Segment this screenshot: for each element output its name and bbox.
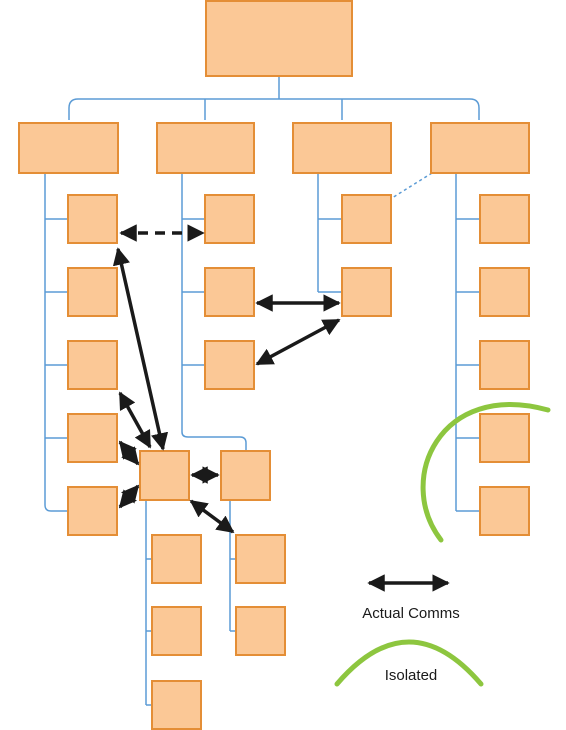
col1-branches	[45, 218, 68, 439]
col1-connector	[44, 173, 68, 512]
col1-staff-3-box	[67, 340, 118, 390]
col4-staff-3-box	[479, 340, 530, 390]
comms-arrow-col3-col2-diagonal	[255, 318, 341, 366]
top-bus-line	[68, 76, 480, 120]
comms-arrow-col1-row3	[118, 391, 152, 449]
col4-staff-5-box	[479, 486, 530, 536]
col3-connector	[317, 173, 342, 293]
submanager-a-box	[139, 450, 190, 501]
department-head-4-box	[430, 122, 530, 174]
col1-staff-5-box	[67, 486, 118, 536]
submanager-a-report-1-box	[151, 534, 202, 584]
comms-arrow-col1-row4	[118, 440, 140, 466]
col2-staff-1-box	[204, 194, 255, 244]
submanager-a-report-3-box	[151, 680, 202, 730]
submanager-a-report-2-box	[151, 606, 202, 656]
col4-staff-1-box	[479, 194, 530, 244]
isolated-arc	[420, 402, 551, 543]
comms-arrows	[112, 224, 341, 534]
org-boxes	[18, 0, 530, 730]
col4-staff-2-box	[479, 267, 530, 317]
comms-arrow-submanager-b-report	[189, 499, 235, 534]
legend-isolated-arc-icon	[334, 639, 484, 687]
submanager-b-box	[220, 450, 271, 501]
col3-staff-2-box	[341, 267, 392, 317]
col1-staff-2-box	[67, 267, 118, 317]
department-head-3-box	[292, 122, 392, 174]
col2-staff-2-box	[204, 267, 255, 317]
comms-arrow-long-diagonal	[112, 247, 169, 451]
col1-staff-1-box	[67, 194, 118, 244]
col2-staff-3-box	[204, 340, 255, 390]
legend: Actual Comms Isolated	[334, 574, 484, 687]
col1-staff-4-box	[67, 413, 118, 463]
submanager-b-report-1-box	[235, 534, 286, 584]
comms-arrow-col1-row5	[118, 484, 140, 509]
legend-isolated-label: Isolated	[385, 667, 438, 684]
col4-staff-4-box	[479, 413, 530, 463]
submanager-b-report-2-box	[235, 606, 286, 656]
col4-connector	[455, 173, 480, 512]
submanager-a-connector	[145, 500, 152, 706]
legend-actual-comms-label: Actual Comms	[362, 605, 460, 622]
col3-dotted-connector	[391, 172, 433, 199]
department-head-1-box	[18, 122, 119, 174]
department-head-2-box	[156, 122, 255, 174]
col3-staff-1-box	[341, 194, 392, 244]
col2-connector	[181, 173, 247, 452]
top-executive-box	[205, 0, 353, 77]
